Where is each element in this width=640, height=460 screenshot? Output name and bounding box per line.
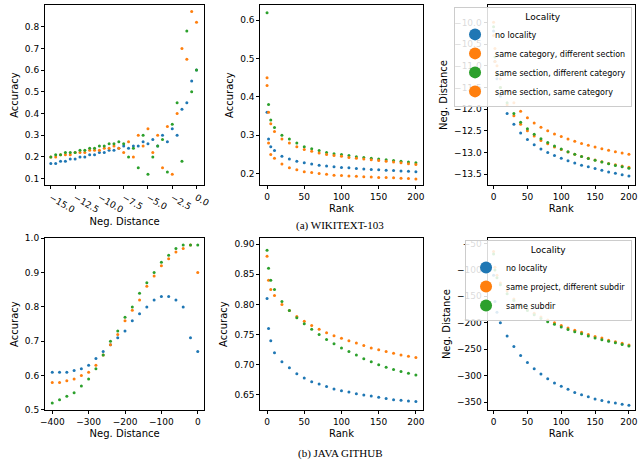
svg-text:0.8: 0.8: [25, 22, 40, 32]
svg-text:Neg. Distance: Neg. Distance: [438, 60, 449, 130]
svg-text:−200: −200: [113, 417, 138, 427]
svg-text:0.70: 0.70: [235, 360, 255, 370]
svg-text:0.2: 0.2: [25, 152, 39, 162]
svg-text:Rank: Rank: [549, 203, 574, 214]
svg-text:same section, different catego: same section, different category: [495, 68, 625, 77]
svg-text:(a) WIKITEXT-103: (a) WIKITEXT-103: [296, 219, 384, 232]
svg-text:150: 150: [370, 192, 387, 202]
svg-text:−10.0: −10.0: [96, 192, 125, 215]
svg-text:Neg. Distance: Neg. Distance: [441, 289, 452, 359]
svg-text:−200: −200: [457, 317, 482, 328]
svg-text:−12.5: −12.5: [72, 192, 101, 214]
svg-text:Locality: Locality: [531, 245, 566, 255]
svg-text:100: 100: [333, 192, 350, 202]
svg-text:same subdir: same subdir: [506, 302, 556, 311]
svg-text:0: 0: [491, 192, 497, 202]
svg-text:0: 0: [264, 192, 270, 202]
svg-text:−7.5: −7.5: [120, 192, 144, 212]
svg-text:0.5: 0.5: [25, 87, 39, 97]
svg-text:−100: −100: [149, 417, 174, 427]
svg-text:Accuracy: Accuracy: [224, 72, 235, 118]
svg-text:0.3: 0.3: [240, 130, 254, 140]
svg-text:−350: −350: [457, 397, 482, 407]
svg-text:0.5: 0.5: [240, 54, 254, 64]
svg-text:−2.5: −2.5: [169, 192, 193, 212]
svg-text:200: 200: [620, 192, 637, 202]
svg-text:0.4: 0.4: [25, 109, 40, 119]
svg-text:0.4: 0.4: [240, 92, 255, 102]
svg-text:−12.0: −12.0: [454, 104, 482, 115]
svg-text:0.5: 0.5: [25, 405, 39, 415]
svg-text:0.2: 0.2: [240, 169, 254, 179]
svg-text:50: 50: [299, 417, 311, 427]
svg-text:0.7: 0.7: [25, 44, 39, 54]
svg-text:−400: −400: [40, 417, 65, 427]
svg-text:0.85: 0.85: [235, 269, 255, 279]
svg-text:Rank: Rank: [329, 203, 354, 214]
svg-text:50: 50: [522, 417, 534, 427]
svg-text:−5.0: −5.0: [145, 192, 169, 212]
svg-text:200: 200: [620, 417, 637, 427]
svg-text:same section, same category: same section, same category: [495, 87, 613, 96]
svg-text:−12.5: −12.5: [454, 126, 482, 136]
svg-text:Locality: Locality: [525, 12, 560, 22]
svg-text:same category, different secti: same category, different section: [495, 49, 625, 58]
svg-text:0.75: 0.75: [235, 330, 255, 340]
svg-text:100: 100: [553, 192, 570, 202]
svg-text:−13.0: −13.0: [454, 148, 482, 158]
svg-text:Accuracy: Accuracy: [9, 301, 20, 347]
svg-text:−250: −250: [457, 344, 482, 354]
svg-text:0.65: 0.65: [235, 390, 255, 400]
svg-text:100: 100: [333, 417, 350, 427]
svg-text:Rank: Rank: [329, 428, 354, 439]
svg-text:0.0: 0.0: [193, 192, 211, 208]
svg-text:50: 50: [299, 192, 311, 202]
svg-text:0.80: 0.80: [235, 300, 255, 310]
svg-text:0.3: 0.3: [25, 130, 39, 140]
svg-text:150: 150: [586, 192, 603, 202]
svg-text:0.6: 0.6: [25, 65, 40, 75]
svg-text:0: 0: [195, 417, 201, 427]
svg-text:0: 0: [264, 417, 270, 427]
svg-text:−300: −300: [457, 371, 482, 381]
svg-text:200: 200: [407, 417, 424, 427]
svg-text:no locality: no locality: [495, 30, 537, 39]
svg-text:Rank: Rank: [549, 428, 574, 439]
svg-text:0.9: 0.9: [25, 268, 40, 278]
svg-text:1.0: 1.0: [25, 233, 40, 243]
svg-text:0.6: 0.6: [240, 15, 255, 25]
svg-text:Accuracy: Accuracy: [219, 301, 230, 347]
svg-text:100: 100: [553, 417, 570, 427]
svg-text:Neg. Distance: Neg. Distance: [90, 428, 160, 439]
svg-text:no locality: no locality: [506, 264, 548, 273]
svg-text:0.1: 0.1: [25, 174, 39, 184]
svg-text:50: 50: [522, 192, 534, 202]
svg-text:150: 150: [586, 417, 603, 427]
svg-text:0.8: 0.8: [25, 302, 40, 312]
svg-text:0.6: 0.6: [25, 371, 40, 381]
svg-text:−300: −300: [76, 417, 101, 427]
svg-text:0.90: 0.90: [235, 239, 255, 249]
svg-text:same project, different subdir: same project, different subdir: [506, 283, 625, 292]
svg-text:0.7: 0.7: [25, 336, 39, 346]
svg-text:(b) JAVA GITHUB: (b) JAVA GITHUB: [298, 447, 383, 460]
svg-text:150: 150: [370, 417, 387, 427]
svg-text:0: 0: [491, 417, 497, 427]
svg-text:Neg. Distance: Neg. Distance: [90, 216, 160, 227]
svg-text:−13.5: −13.5: [454, 169, 482, 179]
svg-text:Accuracy: Accuracy: [9, 72, 20, 118]
svg-text:200: 200: [407, 192, 424, 202]
svg-text:−15.0: −15.0: [48, 192, 77, 215]
